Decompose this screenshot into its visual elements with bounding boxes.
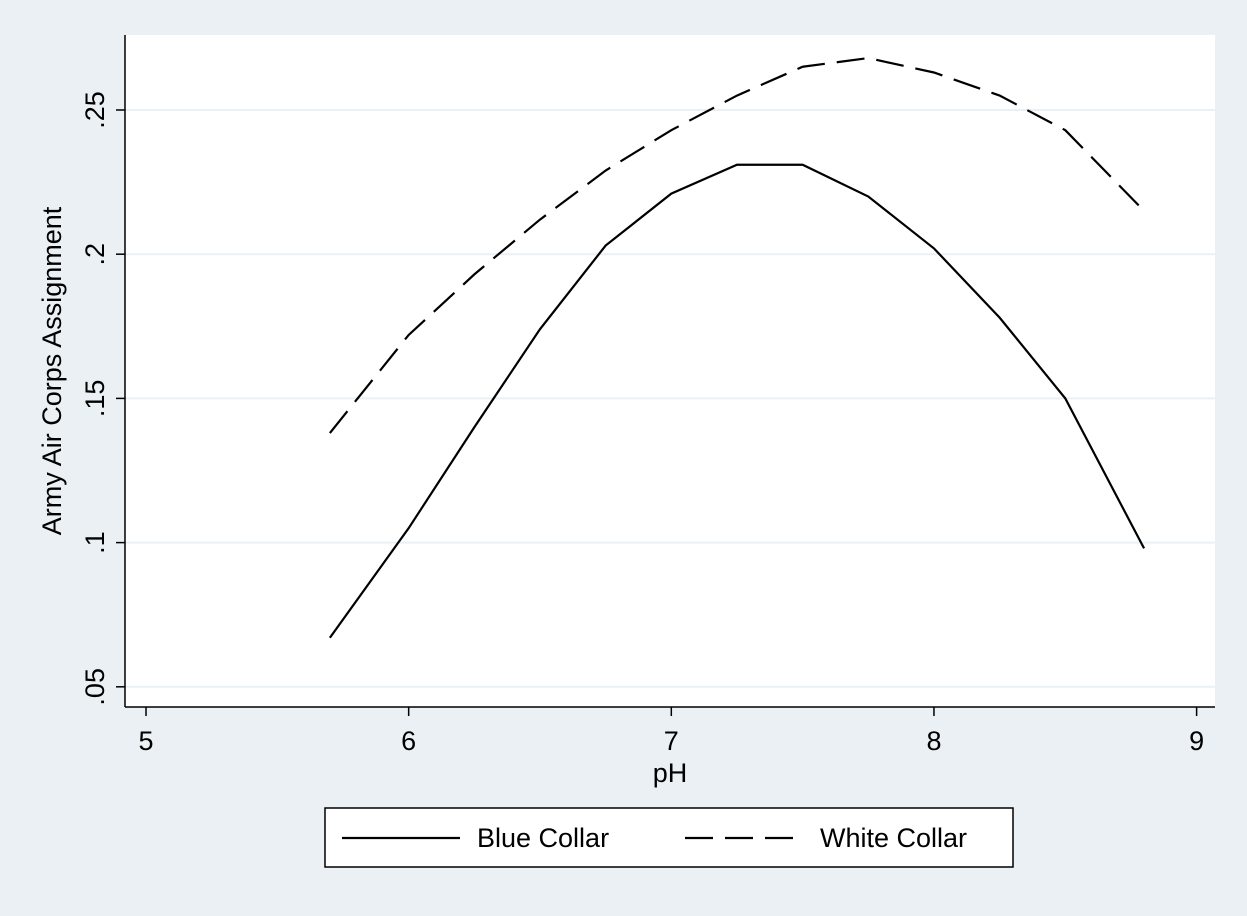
x-tick-label: 8: [926, 726, 941, 756]
plot-area: [125, 35, 1215, 707]
x-tick-label: 7: [664, 726, 679, 756]
legend-label: White Collar: [820, 823, 967, 853]
legend-label: Blue Collar: [477, 823, 609, 853]
line-series: [329, 56, 1145, 434]
y-tick-label: .1: [80, 531, 110, 554]
y-tick-label: .25: [80, 91, 110, 129]
y-tick-label: .05: [80, 668, 110, 706]
y-tick-label: .2: [80, 243, 110, 266]
x-tick-label: 9: [1189, 726, 1204, 756]
line-series: [328, 163, 1146, 639]
y-tick-label: .15: [80, 380, 110, 418]
x-axis-label: pH: [653, 758, 688, 788]
y-axis-label: Army Air Corps Assignment: [37, 206, 67, 535]
x-tick-label: 6: [401, 726, 416, 756]
x-tick-label: 5: [138, 726, 153, 756]
